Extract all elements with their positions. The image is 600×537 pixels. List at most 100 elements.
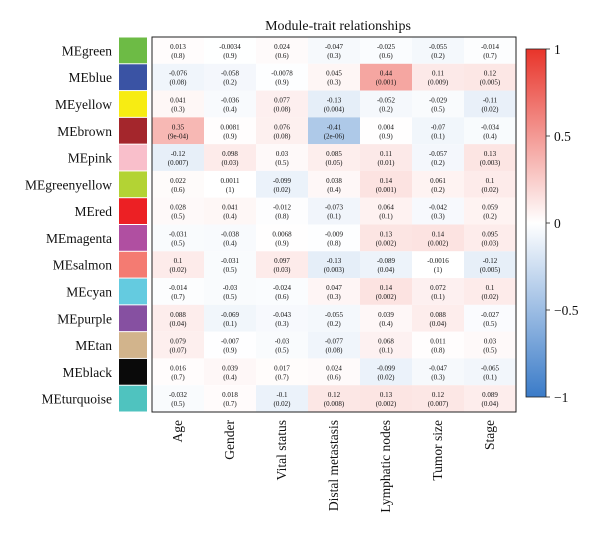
cell-pvalue-label: (0.5) xyxy=(275,347,289,355)
heatmap-cell xyxy=(308,117,360,145)
heatmap-cell xyxy=(412,63,464,91)
cell-pvalue-label: (0.4) xyxy=(223,239,237,247)
heatmap-cell xyxy=(464,63,516,91)
cell-pvalue-label: (0.004) xyxy=(324,105,345,113)
cell-pvalue-label: (0.5) xyxy=(171,239,185,247)
heatmap-cell xyxy=(412,385,464,412)
column-label: Lymphatic nodes xyxy=(378,420,393,513)
cell-value-label: 0.076 xyxy=(274,123,290,131)
cell-pvalue-label: (0.002) xyxy=(376,293,397,301)
cell-value-label: 0.016 xyxy=(170,364,186,372)
cell-pvalue-label: (0.5) xyxy=(275,159,289,167)
cell-value-label: -0.03 xyxy=(275,338,290,346)
heatmap-cell xyxy=(412,251,464,279)
module-swatch xyxy=(119,91,147,117)
module-swatch xyxy=(119,332,147,358)
cell-value-label: 0.35 xyxy=(172,123,185,131)
heatmap-cell xyxy=(256,90,308,118)
cell-pvalue-label: (0.9) xyxy=(275,79,289,87)
cell-value-label: -0.012 xyxy=(273,204,292,212)
cell-value-label: -0.036 xyxy=(221,96,240,104)
row-label: MEyellow xyxy=(55,97,112,112)
cell-pvalue-label: (0.2) xyxy=(483,213,497,221)
cell-pvalue-label: (0.4) xyxy=(379,320,393,328)
heatmap-cell xyxy=(308,224,360,252)
cell-value-label: -0.007 xyxy=(221,338,240,346)
cell-value-label: -0.025 xyxy=(377,43,396,51)
colorbar-gradient xyxy=(525,48,547,398)
cell-pvalue-label: (0.04) xyxy=(170,320,188,328)
cell-pvalue-label: (1) xyxy=(226,186,235,194)
heatmap-cell xyxy=(464,197,516,225)
cell-pvalue-label: (0.02) xyxy=(274,186,292,194)
cell-pvalue-label: (0.9) xyxy=(379,132,393,140)
cell-value-label: -0.029 xyxy=(429,96,448,104)
cell-value-label: -0.1 xyxy=(276,391,288,399)
heatmap-cell xyxy=(464,278,516,305)
module-swatch xyxy=(119,358,147,385)
heatmap-cell xyxy=(412,304,464,332)
cell-pvalue-label: (0.5) xyxy=(483,320,497,328)
cell-value-label: 0.077 xyxy=(274,96,290,104)
row-label: MEgreen xyxy=(62,43,112,58)
cell-pvalue-label: (0.02) xyxy=(482,293,500,301)
cell-pvalue-label: (0.02) xyxy=(482,105,500,113)
cell-pvalue-label: (0.2) xyxy=(431,159,445,167)
cell-pvalue-label: (0.2) xyxy=(379,105,393,113)
heatmap-cells: 0.013(0.8)-0.0034(0.9)0.024(0.6)-0.047(0… xyxy=(152,37,516,412)
heatmap-cell xyxy=(464,358,516,386)
column-label: Distal metastasis xyxy=(326,420,341,511)
cell-pvalue-label: (0.5) xyxy=(223,266,237,274)
cell-pvalue-label: (0.5) xyxy=(171,213,185,221)
cell-pvalue-label: (0.02) xyxy=(378,373,396,381)
cell-value-label: -0.058 xyxy=(221,70,240,78)
cell-pvalue-label: (0.5) xyxy=(223,293,237,301)
heatmap-cell xyxy=(308,251,360,279)
cell-value-label: 0.097 xyxy=(274,257,290,265)
cell-value-label: 0.039 xyxy=(222,364,238,372)
cell-value-label: -0.0078 xyxy=(271,70,293,78)
colorbar: 1 0.5 0 −0.5 −1 xyxy=(525,42,579,405)
row-label: MEbrown xyxy=(57,124,112,139)
cell-value-label: -0.042 xyxy=(429,204,448,212)
row-label: MEgreenyellow xyxy=(25,177,112,192)
heatmap-cell xyxy=(256,63,308,91)
cell-value-label: 0.064 xyxy=(378,204,394,212)
cell-value-label: -0.099 xyxy=(273,177,292,185)
cell-pvalue-label: (0.08) xyxy=(170,79,188,87)
cell-value-label: 0.095 xyxy=(482,230,498,238)
cell-value-label: -0.089 xyxy=(377,257,396,265)
cell-value-label: 0.088 xyxy=(170,311,186,319)
cell-pvalue-label: (0.1) xyxy=(327,213,341,221)
cell-value-label: -0.038 xyxy=(221,230,240,238)
cell-value-label: -0.03 xyxy=(223,284,238,292)
heatmap-cell xyxy=(412,90,464,118)
heatmap-cell xyxy=(308,170,360,198)
cell-value-label: -0.055 xyxy=(325,311,344,319)
cell-value-label: 0.03 xyxy=(484,338,497,346)
row-label: MEpurple xyxy=(57,311,112,326)
cell-pvalue-label: (0.04) xyxy=(378,266,396,274)
row-label: MEsalmon xyxy=(53,258,112,273)
heatmap-cell xyxy=(360,304,412,332)
cell-value-label: -0.11 xyxy=(483,96,498,104)
cell-pvalue-label: (0.9) xyxy=(275,239,289,247)
module-swatch xyxy=(119,144,147,171)
cell-pvalue-label: (0.2) xyxy=(327,320,341,328)
cell-value-label: -0.009 xyxy=(325,230,344,238)
heatmap-cell xyxy=(412,117,464,145)
heatmap-cell xyxy=(204,117,256,145)
module-swatch xyxy=(119,305,147,332)
heatmap-cell xyxy=(308,331,360,359)
cell-value-label: -0.073 xyxy=(325,204,344,212)
cell-pvalue-label: (0.03) xyxy=(274,266,292,274)
heatmap-cell xyxy=(464,304,516,332)
cell-value-label: 0.024 xyxy=(326,364,342,372)
heatmap-cell xyxy=(152,197,204,225)
heatmap-cell xyxy=(412,197,464,225)
row-label: MEcyan xyxy=(66,284,112,299)
cell-value-label: 0.028 xyxy=(170,204,186,212)
cell-value-label: -0.031 xyxy=(169,230,188,238)
module-swatch xyxy=(119,385,147,412)
cell-value-label: -0.032 xyxy=(169,391,188,399)
